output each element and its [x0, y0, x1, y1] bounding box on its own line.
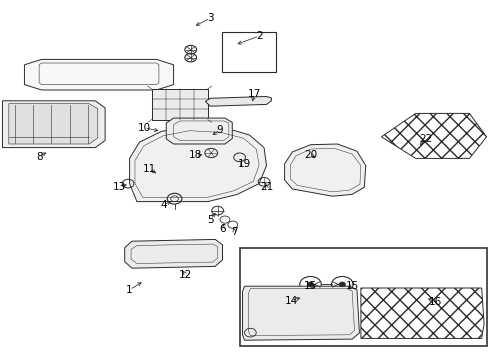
- Text: 15: 15: [345, 281, 358, 291]
- Bar: [151, 89, 207, 120]
- Text: 9: 9: [216, 125, 223, 135]
- Polygon shape: [381, 113, 486, 158]
- Text: 17: 17: [247, 89, 261, 99]
- Text: 22: 22: [418, 134, 431, 144]
- Polygon shape: [284, 144, 365, 196]
- Polygon shape: [166, 118, 232, 144]
- Text: 18: 18: [188, 150, 202, 160]
- Text: 6: 6: [219, 224, 225, 234]
- Text: 10: 10: [138, 123, 150, 133]
- Text: 13: 13: [113, 182, 126, 192]
- Text: 20: 20: [304, 150, 316, 160]
- Text: 1: 1: [126, 285, 133, 295]
- Circle shape: [306, 282, 313, 287]
- Text: 5: 5: [206, 215, 213, 225]
- Polygon shape: [24, 59, 173, 90]
- Text: 3: 3: [206, 13, 213, 23]
- Text: 11: 11: [142, 164, 156, 174]
- Polygon shape: [205, 96, 271, 106]
- Text: 15: 15: [303, 281, 317, 291]
- Polygon shape: [242, 286, 359, 340]
- Polygon shape: [124, 239, 222, 268]
- Text: 14: 14: [284, 296, 297, 306]
- Circle shape: [338, 282, 345, 287]
- Text: 7: 7: [231, 227, 238, 237]
- Text: 21: 21: [259, 182, 273, 192]
- Text: 2: 2: [255, 31, 262, 41]
- Text: 19: 19: [237, 159, 251, 169]
- Polygon shape: [2, 101, 105, 148]
- Polygon shape: [129, 126, 266, 202]
- Text: 4: 4: [160, 200, 167, 210]
- Text: 8: 8: [36, 152, 42, 162]
- Polygon shape: [9, 104, 98, 144]
- Bar: [239, 248, 486, 346]
- Text: 16: 16: [427, 297, 441, 307]
- Bar: [222, 32, 276, 72]
- Text: 12: 12: [179, 270, 192, 280]
- Polygon shape: [360, 288, 483, 338]
